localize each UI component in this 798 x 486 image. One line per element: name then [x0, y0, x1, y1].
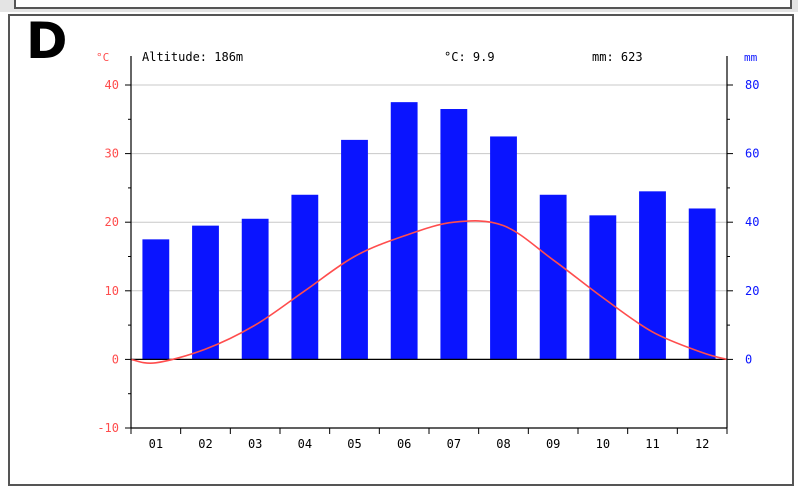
mean-temperature-label: °C: 9.9 — [444, 50, 495, 64]
x-tick-label: 03 — [248, 437, 262, 451]
x-tick-label: 12 — [695, 437, 709, 451]
x-tick-label: 08 — [496, 437, 510, 451]
right-tick-label: 0 — [745, 352, 752, 366]
precipitation-bar — [589, 215, 617, 360]
grid-lines — [131, 84, 727, 292]
x-tick-label: 09 — [546, 437, 560, 451]
altitude-label: Altitude: 186m — [142, 50, 243, 64]
right-tick-label: 40 — [745, 215, 759, 229]
precipitation-bar — [390, 102, 418, 360]
precipitation-total-label: mm: 623 — [592, 50, 643, 64]
precipitation-bar — [490, 136, 517, 360]
precipitation-bar — [142, 239, 170, 360]
x-tick-label: 02 — [198, 437, 212, 451]
right-tick-label: 80 — [745, 78, 759, 92]
left-axis-ticks: -10 0 10 20 30 40 — [97, 78, 131, 435]
x-tick-label: 05 — [347, 437, 361, 451]
left-tick-label: 10 — [105, 284, 119, 298]
precipitation-bars — [142, 102, 716, 360]
x-axis-ticks: 01 02 03 04 05 06 07 08 09 10 11 12 — [130, 428, 728, 451]
precipitation-bar — [539, 194, 567, 360]
x-tick-label: 01 — [149, 437, 163, 451]
previous-panel-border — [0, 0, 798, 12]
x-tick-label: 10 — [596, 437, 610, 451]
left-axis-unit: °C — [96, 51, 109, 64]
precipitation-bar — [341, 139, 368, 360]
x-tick-label: 07 — [447, 437, 461, 451]
precipitation-bar — [440, 109, 468, 360]
x-tick-label: 04 — [298, 437, 312, 451]
right-axis-ticks: 0 20 40 60 80 — [727, 78, 759, 366]
x-tick-label: 11 — [645, 437, 659, 451]
right-tick-label: 20 — [745, 284, 759, 298]
left-tick-label: -10 — [97, 421, 119, 435]
panel-letter: D — [26, 12, 68, 70]
precipitation-bar — [291, 194, 319, 360]
right-tick-label: 60 — [745, 147, 759, 161]
x-tick-label: 06 — [397, 437, 411, 451]
precipitation-bar — [688, 208, 716, 360]
left-tick-label: 30 — [105, 147, 119, 161]
precipitation-bar — [241, 218, 269, 360]
left-tick-label: 20 — [105, 215, 119, 229]
left-tick-label: 40 — [105, 78, 119, 92]
precipitation-bar — [639, 191, 666, 360]
right-axis-unit: mm — [744, 51, 758, 64]
precipitation-bar — [192, 225, 219, 360]
temperature-line — [130, 220, 728, 364]
left-tick-label: 0 — [112, 352, 119, 366]
